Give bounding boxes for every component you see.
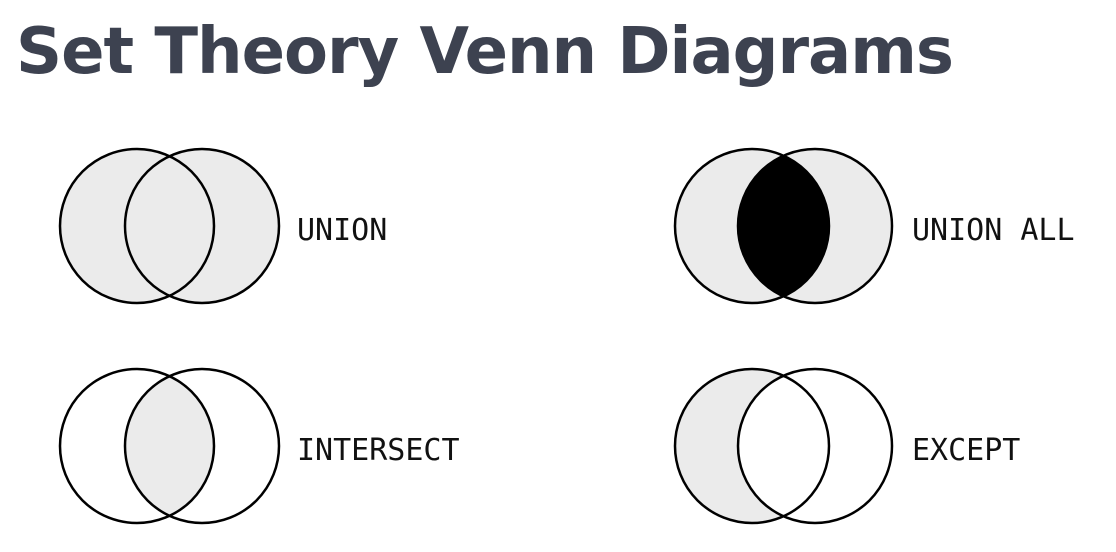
right-set-outline bbox=[736, 147, 894, 305]
right-set-outline bbox=[123, 147, 281, 305]
venn-label-intersect: INTERSECT bbox=[297, 433, 460, 468]
venn-label-union-all: UNION ALL bbox=[912, 213, 1075, 248]
overlap-region bbox=[125, 369, 214, 523]
left-set-outline bbox=[673, 367, 831, 525]
overlap-region bbox=[125, 149, 214, 303]
venn-except: EXCEPT bbox=[673, 367, 1020, 525]
overlap-region bbox=[738, 149, 829, 303]
right-set-outline bbox=[123, 367, 281, 525]
venn-label-union: UNION bbox=[297, 213, 387, 248]
left-set-outline bbox=[58, 367, 216, 525]
left-set-outline bbox=[673, 147, 831, 305]
venn-intersect: INTERSECT bbox=[58, 367, 460, 525]
left-set-outline bbox=[58, 147, 216, 305]
venn-label-except: EXCEPT bbox=[912, 433, 1020, 468]
venn-union: UNION bbox=[58, 147, 387, 305]
right-set-outline bbox=[736, 367, 894, 525]
venn-union-all: UNION ALL bbox=[673, 147, 1075, 305]
page-title: Set Theory Venn Diagrams bbox=[16, 15, 954, 89]
overlap-region bbox=[738, 369, 829, 523]
